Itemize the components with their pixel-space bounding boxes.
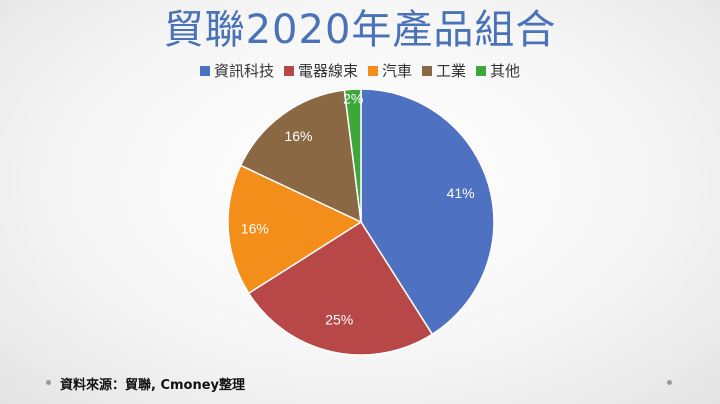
legend-label-harness: 電器線束 [297,62,358,80]
slice-industrial-label: 16% [284,128,312,144]
legend-swatch-industrial [422,65,432,76]
legend-item-other: 其他 [476,60,520,81]
nav-dot-right [667,380,672,385]
legend-swatch-harness [283,65,294,76]
legend-swatch-auto [367,65,378,76]
slice-harness-label: 25% [325,311,353,327]
legend-item-auto: 汽車 [367,60,412,81]
source-note: 資料來源：貿聯, Cmoney整理 [60,378,246,393]
slice-it [360,88,495,336]
slice-industrial [239,89,362,224]
legend-item-industrial: 工業 [422,60,466,81]
slice-harness [247,220,434,356]
slice-it-label: 41% [447,185,475,201]
slice-other-label: 2% [343,91,363,107]
pie-slices [227,88,495,356]
legend-label-other: 其他 [490,62,521,80]
legend-label-industrial: 工業 [436,62,467,80]
legend-item-it: 資訊科技 [199,60,274,81]
legend-item-harness: 電器線束 [283,60,358,81]
slice-auto-label: 16% [241,221,269,237]
chart-legend: 資訊科技 電器線束 汽車 工業 其他 [0,60,720,81]
slice-auto [227,164,363,295]
pie-labels: 41% 25% 16% 16% 2% [241,91,475,328]
legend-swatch-other [476,65,487,76]
legend-label-auto: 汽車 [381,62,412,80]
slice-other [343,88,362,223]
nav-dot-left [46,380,51,385]
legend-swatch-it [199,65,210,76]
legend-label-it: 資訊科技 [213,62,274,80]
chart-title: 貿聯2020年產品組合 [163,7,557,53]
